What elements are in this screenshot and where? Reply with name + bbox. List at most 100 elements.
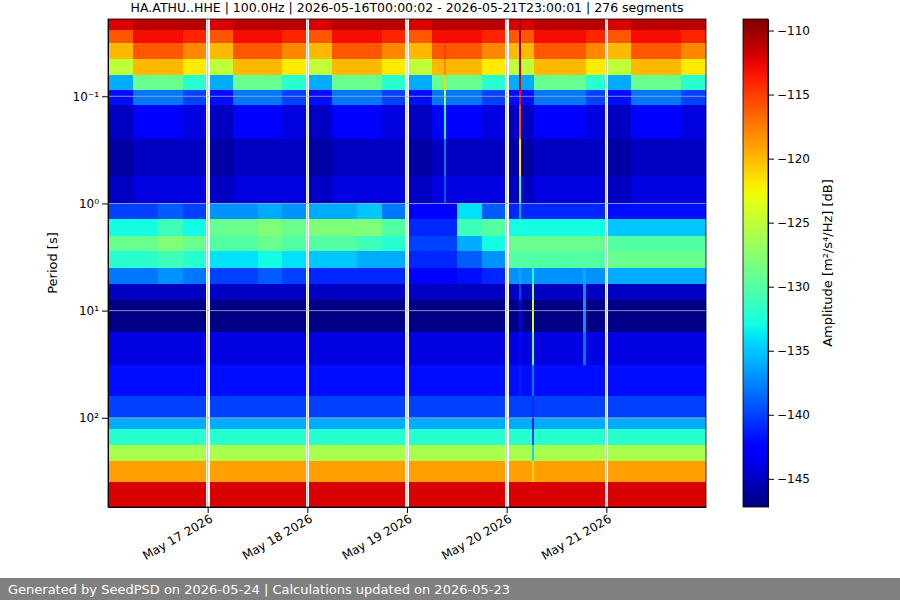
heatmap-cell <box>382 176 405 203</box>
heatmap-cell <box>457 90 482 105</box>
colorbar-axis-tick: −120 <box>768 152 810 166</box>
heatmap-cell <box>210 418 233 429</box>
heatmap-cell <box>534 268 557 284</box>
heatmap-cell <box>332 482 357 507</box>
heatmap-cell <box>158 43 183 59</box>
heatmap-cell <box>656 59 681 75</box>
heatmap-cell <box>586 284 605 300</box>
heatmap-cell <box>608 43 631 59</box>
heatmap-cell <box>382 418 405 429</box>
heatmap-cell <box>557 284 584 300</box>
heatmap-cell <box>586 396 605 418</box>
heatmap-cell <box>282 176 305 203</box>
heatmap-cell <box>446 251 457 268</box>
heatmap-cell <box>446 30 457 44</box>
colorbar-axis-tick-label: −140 <box>777 408 810 422</box>
heatmap-cell <box>158 268 183 284</box>
heatmap-cell <box>158 219 183 236</box>
heatmap-cell <box>521 105 532 140</box>
heatmap-cell <box>183 30 206 44</box>
heatmap-cell <box>210 300 233 333</box>
heatmap-cell <box>158 139 183 177</box>
heatmap-cell <box>258 482 283 507</box>
heatmap-cell <box>521 43 532 59</box>
heatmap-cell <box>521 418 532 429</box>
heatmap-cell <box>282 284 305 300</box>
heatmap-cell <box>557 251 584 268</box>
heatmap-cell <box>382 219 405 236</box>
heatmap-cell <box>482 461 505 483</box>
heatmap-cell <box>210 284 233 300</box>
heatmap-cell <box>432 418 445 429</box>
heatmap-cell <box>457 139 482 177</box>
heatmap-cell <box>108 429 133 445</box>
heatmap-cell <box>309 418 332 429</box>
heatmap-cell <box>534 300 557 333</box>
heatmap-cell <box>557 105 584 140</box>
heatmap-cell <box>656 365 681 397</box>
heatmap-cell <box>258 43 283 59</box>
heatmap-cell <box>586 268 605 284</box>
heatmap-cell <box>108 418 133 429</box>
heatmap-cell <box>309 176 332 203</box>
heatmap-cell <box>409 59 432 75</box>
heatmap-cell <box>457 105 482 140</box>
heatmap-cell <box>133 90 158 105</box>
heatmap-cell <box>681 219 706 236</box>
heatmap-cell <box>521 268 532 284</box>
heatmap-cell <box>210 251 233 268</box>
heatmap-cell <box>133 445 158 461</box>
heatmap-cell <box>133 75 158 90</box>
heatmap-cell <box>446 418 457 429</box>
heatmap-cell <box>309 300 332 333</box>
heatmap-cell <box>557 139 584 177</box>
heatmap-cell <box>608 19 631 30</box>
heatmap-cell <box>681 284 706 300</box>
heatmap-cell <box>681 43 706 59</box>
heatmap-cell <box>258 332 283 365</box>
heatmap-cell <box>233 59 258 75</box>
heatmap-cell <box>631 268 656 284</box>
heatmap-cell <box>309 105 332 140</box>
heatmap-cell <box>586 19 605 30</box>
x-axis-tick: May 19 2026 <box>340 507 415 563</box>
heatmap-cell <box>357 139 382 177</box>
heatmap-cell <box>183 236 206 252</box>
heatmap-cell <box>357 75 382 90</box>
heatmap-cell <box>382 236 405 252</box>
heatmap-cell <box>282 236 305 252</box>
heatmap-cell <box>108 90 133 105</box>
heatmap-cell <box>631 219 656 236</box>
heatmap-cell <box>509 268 520 284</box>
heatmap-cell <box>608 176 631 203</box>
heatmap-cell <box>432 251 445 268</box>
heatmap-cell <box>258 75 283 90</box>
heatmap-cell <box>656 105 681 140</box>
heatmap-cell <box>631 429 656 445</box>
heatmap-cell <box>509 418 520 429</box>
footer-bar <box>0 578 900 600</box>
chart-title: HA.ATHU..HHE | 100.0Hz | 2026-05-16T00:0… <box>131 0 684 15</box>
heatmap-cell <box>332 445 357 461</box>
heatmap-cell <box>133 139 158 177</box>
heatmap-cell <box>282 268 305 284</box>
heatmap-cell <box>521 30 532 44</box>
heatmap-cell <box>233 43 258 59</box>
heatmap-cell <box>681 396 706 418</box>
heatmap-cell <box>608 75 631 90</box>
heatmap-cell <box>681 19 706 30</box>
heatmap-cell <box>432 90 445 105</box>
heatmap-cell <box>608 284 631 300</box>
heatmap-cell <box>656 203 681 219</box>
heatmap-cell <box>158 461 183 483</box>
heatmap-cell <box>586 236 605 252</box>
heatmap-cell <box>446 332 457 365</box>
heatmap-cell <box>432 429 445 445</box>
heatmap-cell <box>681 59 706 75</box>
heatmap-cell <box>158 396 183 418</box>
grid-line <box>506 19 507 507</box>
heatmap-cell <box>446 300 457 333</box>
heatmap-cell <box>357 30 382 44</box>
heatmap-cell <box>557 396 584 418</box>
heatmap-cell <box>521 300 532 333</box>
